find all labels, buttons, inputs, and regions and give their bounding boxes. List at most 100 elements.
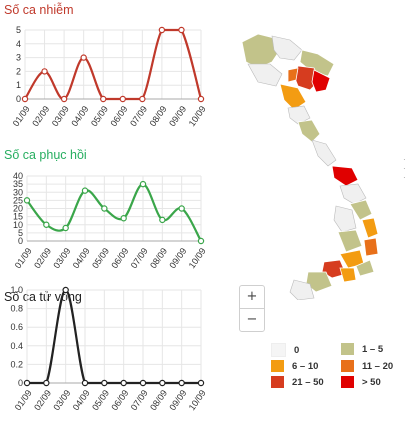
- data-point-05/09[interactable]: [101, 205, 108, 212]
- x-tick-label: 07/09: [129, 388, 150, 412]
- legend-swatch-11-20: [341, 360, 354, 372]
- x-tick-label: 10/09: [187, 388, 208, 412]
- data-point-08/09[interactable]: [159, 216, 166, 224]
- map-region-nghe-an[interactable]: [297, 119, 321, 143]
- x-tick-label: 04/09: [71, 388, 92, 412]
- legend-item-21-50: 21 – 50: [271, 376, 324, 388]
- y-tick-label: 1.0: [10, 285, 23, 295]
- x-tick-label: 05/09: [90, 246, 111, 270]
- map-region-north-west[interactable]: [241, 33, 281, 69]
- data-point-01/09[interactable]: [21, 95, 29, 103]
- series-line: [26, 183, 202, 242]
- map-region-dong-nai[interactable]: [339, 267, 357, 283]
- data-point-10/09[interactable]: [197, 95, 205, 103]
- x-tick-label: 05/09: [90, 388, 111, 412]
- data-point-06/09[interactable]: [120, 215, 127, 222]
- data-point-01/09[interactable]: [23, 379, 31, 387]
- legend-item-11-20: 11 – 20: [341, 360, 393, 372]
- data-point-08/09[interactable]: [158, 26, 166, 34]
- vietnam-choropleth-map[interactable]: [228, 10, 411, 301]
- data-point-03/09[interactable]: [62, 224, 69, 232]
- data-point-09/09[interactable]: [178, 26, 185, 34]
- map-region-central-1[interactable]: [311, 139, 337, 167]
- x-tick-label: 04/09: [71, 246, 92, 270]
- data-point-10/09[interactable]: [197, 379, 205, 387]
- y-tick-label: 0: [18, 236, 23, 246]
- x-tick-label: 04/09: [69, 104, 90, 128]
- legend-swatch-21-50: [271, 376, 284, 388]
- data-point-07/09[interactable]: [139, 379, 147, 387]
- data-point-02/09[interactable]: [43, 379, 50, 387]
- infected-chart-title: Số ca nhiễm: [4, 3, 74, 17]
- y-tick-label: 35: [13, 179, 23, 189]
- y-tick-label: 15: [13, 212, 23, 222]
- map-region-danang[interactable]: [331, 165, 359, 187]
- x-tick-label: 02/09: [32, 388, 53, 412]
- series-line: [26, 288, 201, 385]
- legend-swatch-1-5: [341, 343, 354, 355]
- x-tick-label: 09/09: [167, 388, 188, 412]
- x-tick-label: 09/09: [167, 104, 188, 128]
- data-point-03/09[interactable]: [62, 286, 69, 294]
- data-point-05/09[interactable]: [100, 95, 107, 103]
- y-tick-label: 40: [13, 171, 23, 181]
- data-point-09/09[interactable]: [178, 379, 185, 387]
- map-region-north-west-2[interactable]: [247, 63, 283, 87]
- map-region-quang-ngai[interactable]: [349, 199, 373, 221]
- y-tick-label: 5: [16, 25, 21, 35]
- map-region-binh-thuan[interactable]: [355, 259, 375, 277]
- map-region-north-mid[interactable]: [271, 35, 303, 61]
- data-point-10/09[interactable]: [197, 237, 205, 245]
- map-region-red-river-north[interactable]: [287, 67, 299, 83]
- map-region-red-river-east[interactable]: [311, 69, 331, 93]
- y-tick-label: 0.4: [10, 341, 23, 351]
- map-region-mekong-1[interactable]: [305, 271, 333, 293]
- x-tick-label: 08/09: [148, 246, 169, 270]
- map-region-north-east[interactable]: [299, 49, 335, 77]
- map-region-mekong-2[interactable]: [289, 279, 315, 301]
- x-tick-label: 07/09: [129, 246, 150, 270]
- data-point-09/09[interactable]: [178, 205, 185, 212]
- map-region-central-highland-1[interactable]: [333, 205, 357, 233]
- recovered-chart-title: Số ca phục hồi: [4, 148, 87, 162]
- data-point-02/09[interactable]: [41, 68, 48, 75]
- data-point-03/09[interactable]: [60, 95, 68, 103]
- map-region-central-highland-2[interactable]: [337, 229, 363, 253]
- map-region-binh-dinh[interactable]: [361, 217, 379, 239]
- legend-label-over-50: > 50: [362, 376, 381, 388]
- data-point-07/09[interactable]: [139, 95, 146, 103]
- map-region-ninh-binh[interactable]: [279, 83, 307, 111]
- data-point-02/09[interactable]: [43, 221, 50, 228]
- data-point-01/09[interactable]: [23, 197, 31, 204]
- x-tick-label: 07/09: [128, 104, 149, 128]
- x-tick-label: 01/09: [13, 388, 34, 412]
- data-point-08/09[interactable]: [159, 379, 166, 387]
- zoom-in-button[interactable]: +: [239, 285, 265, 309]
- legend-label-1-5: 1 – 5: [362, 343, 384, 355]
- legend-label-21-50: 21 – 50: [292, 376, 324, 388]
- data-point-04/09[interactable]: [81, 187, 89, 194]
- data-point-07/09[interactable]: [139, 180, 147, 188]
- x-tick-label: 08/09: [148, 388, 169, 412]
- map-region-khanh-hoa[interactable]: [363, 237, 379, 257]
- y-tick-label: 3: [16, 53, 21, 63]
- y-tick-label: 0.6: [10, 322, 23, 332]
- data-point-04/09[interactable]: [81, 379, 89, 387]
- map-region-hcmc[interactable]: [321, 259, 347, 279]
- data-point-04/09[interactable]: [80, 54, 87, 61]
- data-point-06/09[interactable]: [120, 379, 127, 387]
- deaths-line-chart: 0 0.2 0.4 0.6 0.8 1.0 01/0902/0903/0904/0905/0…: [10, 285, 208, 412]
- x-tick-label: 08/09: [148, 104, 169, 128]
- map-region-quang-nam[interactable]: [339, 183, 367, 205]
- data-point-06/09[interactable]: [119, 95, 126, 103]
- data-point-05/09[interactable]: [101, 379, 108, 387]
- zoom-out-button[interactable]: −: [239, 308, 265, 332]
- x-tick-label: 06/09: [109, 388, 130, 412]
- x-tick-label: 03/09: [50, 104, 71, 128]
- y-tick-label: 4: [16, 39, 21, 49]
- x-tick-label: 02/09: [30, 104, 51, 128]
- legend-label-0: 0: [294, 344, 300, 356]
- legend-label-11-20: 11 – 20: [362, 360, 394, 372]
- legend-swatch-0: [271, 343, 286, 357]
- x-tick-label: 03/09: [51, 246, 72, 270]
